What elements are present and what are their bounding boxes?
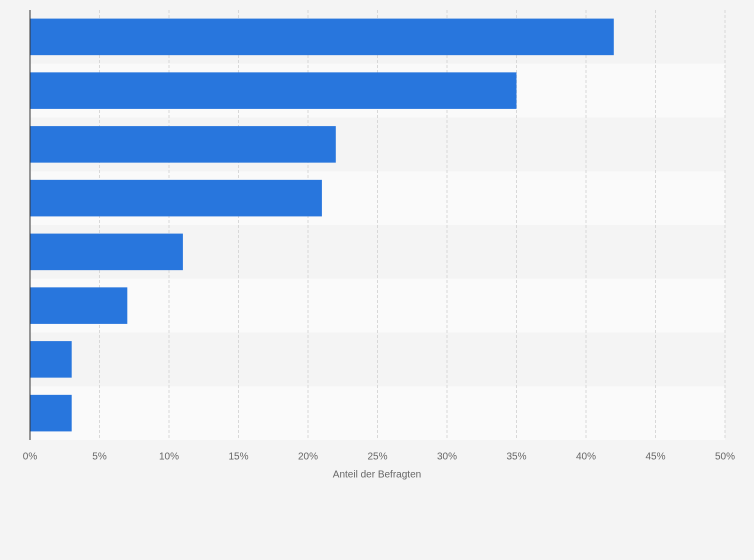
- bar: [30, 179, 322, 217]
- bar: [30, 341, 72, 378]
- x-tick-label: 20%: [298, 452, 318, 463]
- bar: [30, 394, 72, 432]
- x-tick-label: 45%: [645, 452, 665, 463]
- x-tick-label: 0%: [23, 452, 38, 463]
- bar: [30, 18, 614, 56]
- x-tick-label: 25%: [367, 452, 387, 463]
- bar: [30, 126, 336, 163]
- x-axis-label: Anteil der Befragten: [333, 470, 421, 481]
- x-tick-label: 5%: [92, 452, 107, 463]
- x-tick-label: 40%: [576, 452, 596, 463]
- x-tick-label: 50%: [715, 452, 735, 463]
- x-tick-label: 35%: [506, 452, 526, 463]
- x-tick-label: 30%: [437, 452, 457, 463]
- x-tick-label: 15%: [228, 452, 248, 463]
- bar: [30, 233, 183, 271]
- x-tick-label: 10%: [159, 452, 179, 463]
- bar: [30, 72, 517, 109]
- bar: [30, 287, 128, 324]
